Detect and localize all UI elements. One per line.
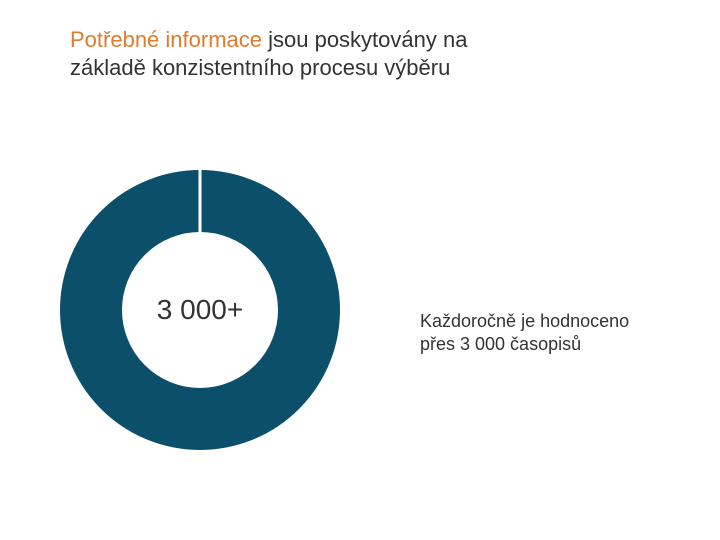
donut-center-label: 3 000+ — [157, 294, 243, 326]
donut-chart: 3 000+ — [60, 170, 340, 450]
chart-caption: Každoročně je hodnoceno přes 3 000 časop… — [420, 310, 650, 357]
page-heading: Potřebné informace jsou poskytovány na z… — [70, 26, 500, 81]
heading-highlight: Potřebné informace — [70, 27, 262, 52]
